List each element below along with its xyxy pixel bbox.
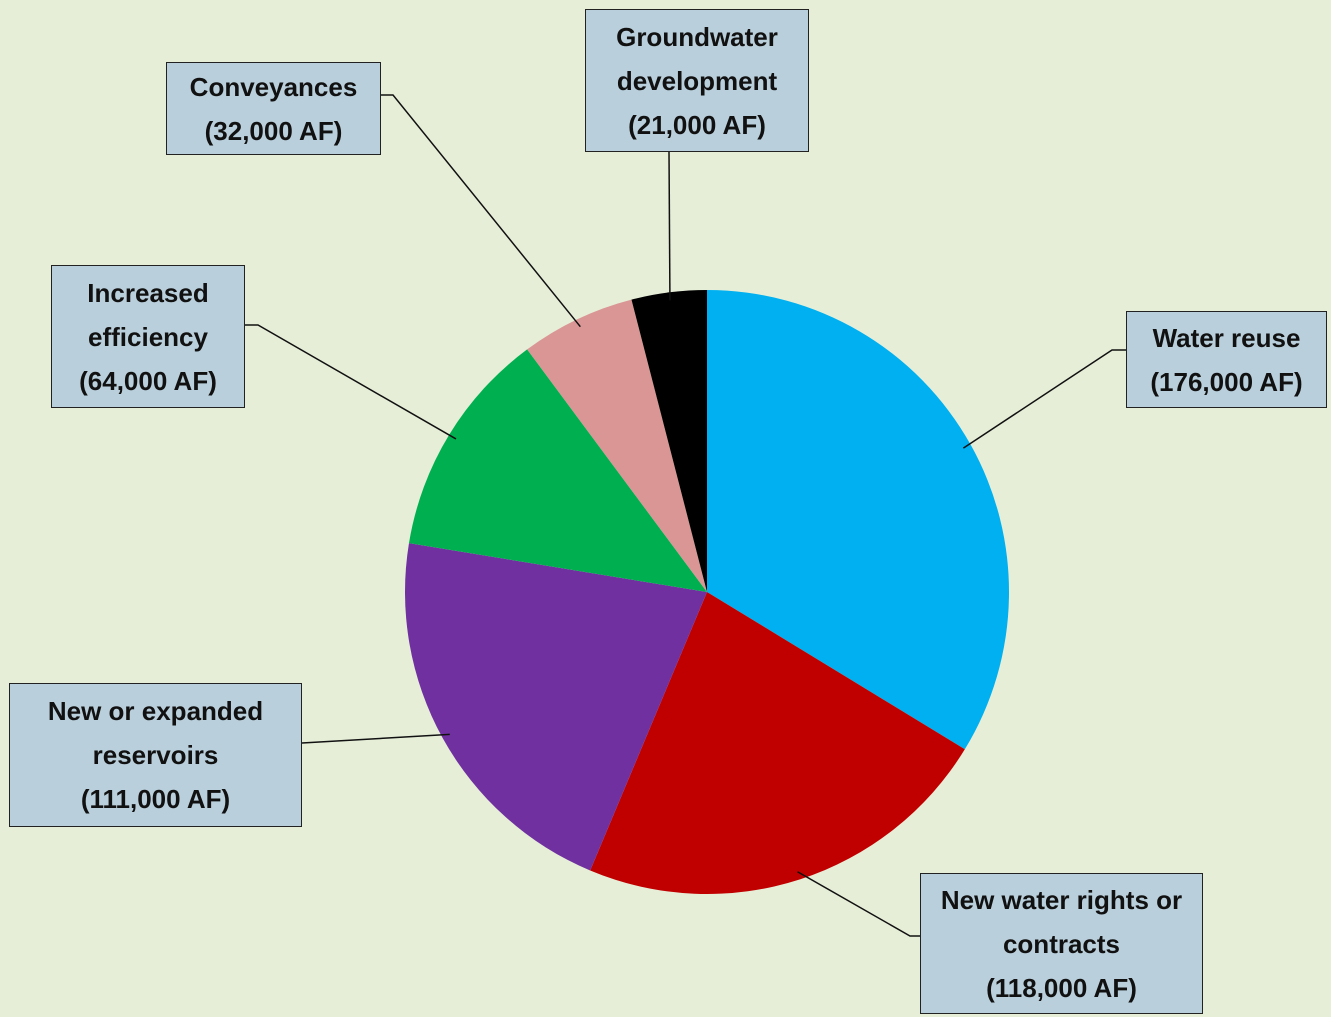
label-value: (176,000 AF) [1150, 366, 1303, 397]
data-label: Groundwater development (21,000 AF) [585, 9, 809, 152]
data-label: Increased efficiency (64,000 AF) [51, 265, 245, 408]
label-category: Water reuse [1152, 322, 1301, 353]
leader-line [381, 94, 581, 328]
leader-line [797, 871, 920, 937]
label-value: (32,000 AF) [204, 115, 343, 146]
leader-line [301, 733, 450, 744]
label-value: (111,000 AF) [80, 784, 231, 814]
leader-line [668, 151, 671, 301]
label-category: New water rights or contracts [940, 884, 1183, 959]
pie-slice [408, 349, 707, 592]
data-label: Conveyances (32,000 AF) [166, 62, 381, 155]
pie-slice [527, 299, 707, 592]
pie-slice [404, 543, 707, 871]
leader-line [245, 324, 457, 440]
pie-slice [590, 592, 965, 894]
data-label: New or expanded reservoirs (111,000 AF) [9, 683, 302, 827]
data-label: Water reuse (176,000 AF) [1126, 311, 1327, 408]
label-value: (21,000 AF) [628, 109, 766, 140]
data-label: New water rights or contracts (118,000 AF… [920, 873, 1203, 1014]
leader-line [962, 349, 1126, 449]
label-value: (64,000 AF) [79, 365, 217, 396]
label-category: Increased efficiency [87, 277, 209, 352]
label-category: New or expanded reservoirs [47, 696, 264, 770]
pie-slice [707, 290, 1009, 750]
label-category: Conveyances [189, 71, 358, 102]
label-category: Groundwater development [616, 21, 778, 96]
label-value: (118,000 AF) [986, 972, 1137, 1003]
pie-slice [631, 290, 707, 592]
